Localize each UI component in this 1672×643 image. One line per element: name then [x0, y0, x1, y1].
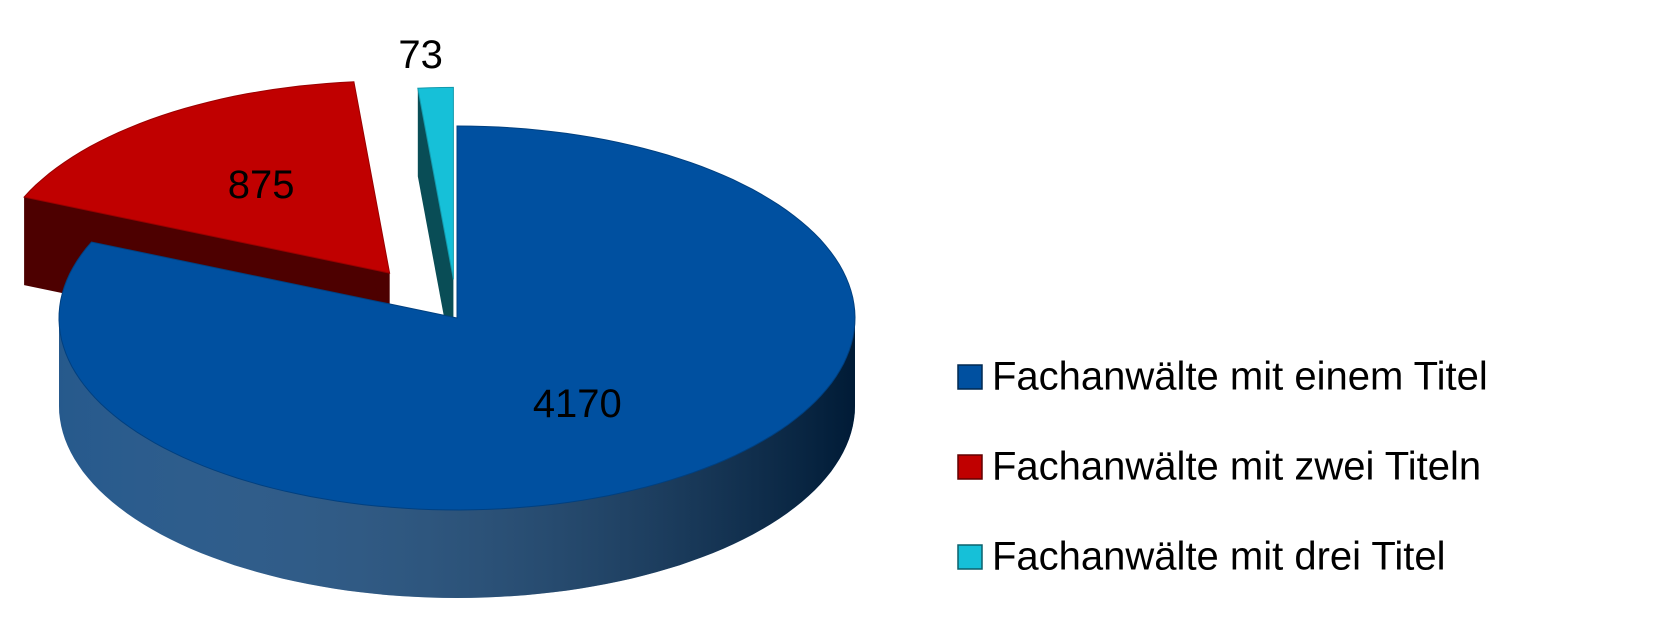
slice: [58, 125, 856, 511]
legend-label: Fachanwälte mit drei Titel: [992, 535, 1446, 579]
legend-swatch: [957, 454, 983, 480]
slice: [23, 81, 391, 274]
slice-wall-shade: [59, 318, 855, 598]
legend-swatch: [957, 544, 983, 570]
slice: [417, 86, 454, 280]
legend-swatch: [957, 364, 983, 390]
slice-side: [417, 88, 454, 368]
legend-label: Fachanwälte mit zwei Titeln: [992, 445, 1481, 489]
data-label: 73: [398, 33, 443, 77]
legend-label: Fachanwälte mit einem Titel: [992, 355, 1488, 399]
data-label: 4170: [533, 382, 622, 426]
data-label: 875: [228, 163, 295, 207]
